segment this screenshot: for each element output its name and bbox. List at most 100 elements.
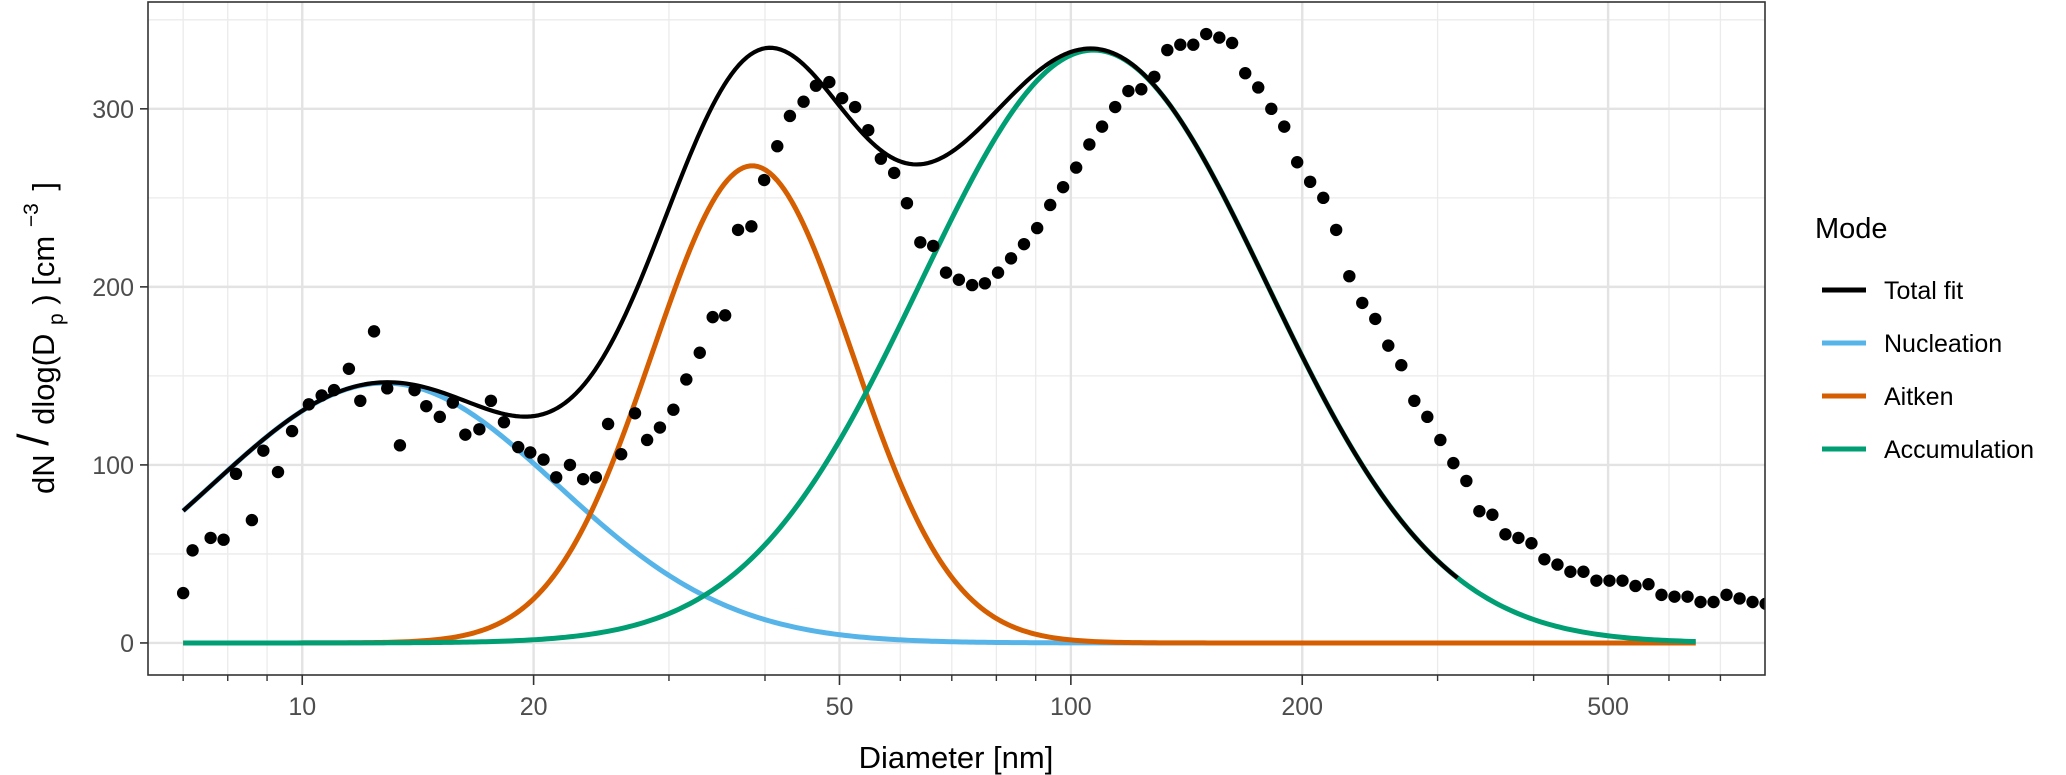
data-point: [1135, 83, 1148, 96]
y-axis-title-sub: p: [45, 313, 68, 325]
data-point: [524, 446, 537, 459]
data-point: [1512, 531, 1525, 545]
legend: Mode Total fit Nucleation Aitken Accumulati…: [1815, 213, 2034, 464]
data-point: [1473, 505, 1486, 518]
data-point: [381, 382, 394, 395]
data-point: [1095, 120, 1109, 133]
grid-lines: [148, 2, 1765, 675]
data-point: [1369, 312, 1382, 326]
data-point: [1720, 588, 1733, 602]
data-point: [1290, 156, 1304, 169]
data-point: [614, 448, 628, 461]
data-point: [1707, 595, 1720, 609]
data-point: [1447, 456, 1460, 470]
legend-label-total-fit: Total fit: [1884, 277, 1963, 305]
data-point: [601, 417, 615, 431]
y-axis-title-close: ]: [26, 182, 61, 191]
data-point: [408, 383, 421, 397]
data-point: [327, 383, 341, 397]
data-point: [1681, 590, 1694, 603]
data-point: [1317, 191, 1330, 205]
y-tick-label: 0: [120, 630, 134, 658]
data-point: [797, 95, 810, 108]
data-point: [914, 236, 927, 249]
data-point: [1538, 553, 1551, 566]
data-point: [991, 266, 1005, 279]
data-point: [653, 421, 667, 434]
legend-entries: Total fit Nucleation Aitken Accumulation: [1822, 277, 2034, 464]
data-point: [1265, 102, 1278, 116]
y-tick-label: 200: [92, 274, 134, 302]
data-point: [706, 310, 719, 324]
data-point: [628, 407, 642, 420]
data-point: [783, 109, 797, 123]
y-axis-title-main: dN: [26, 454, 61, 494]
data-point: [1004, 252, 1018, 265]
data-point: [874, 152, 888, 165]
data-point: [1629, 579, 1642, 593]
data-point: [1225, 36, 1239, 50]
data-point: [550, 471, 563, 484]
data-point: [1356, 296, 1369, 310]
x-tick-label: 20: [520, 693, 548, 721]
data-point: [1759, 597, 1765, 610]
x-tick-label: 200: [1281, 693, 1323, 721]
data-point: [1668, 590, 1681, 603]
data-point: [589, 471, 603, 484]
y-axis-title-sup: −3: [20, 203, 43, 227]
y-axis-title-post: ) [cm: [26, 236, 61, 305]
data-point: [900, 196, 914, 210]
data-point: [1083, 138, 1096, 151]
data-point: [1030, 221, 1044, 235]
x-tick-label: 10: [288, 693, 316, 721]
data-point: [1655, 588, 1668, 602]
legend-label-nucleation: Nucleation: [1884, 330, 2002, 358]
data-point: [771, 140, 784, 153]
axes: 0 100 200 300 10 20 50 100 200 500: [92, 96, 1722, 721]
data-point: [563, 458, 577, 472]
measured-points: [176, 27, 1765, 610]
data-point: [537, 453, 550, 466]
data-point: [484, 394, 498, 408]
legend-label-accumulation: Accumulation: [1884, 436, 2034, 464]
data-point: [1200, 27, 1213, 41]
data-point: [1213, 31, 1226, 44]
data-point: [1460, 474, 1473, 488]
legend-label-aitken: Aitken: [1884, 383, 1953, 411]
data-point: [271, 465, 285, 479]
data-point: [1382, 339, 1395, 352]
data-point: [1122, 84, 1135, 98]
data-point: [1408, 394, 1421, 408]
data-point: [640, 433, 654, 447]
y-axis-title: dN / dlog(D p ) [cm −3 ]: [9, 182, 70, 494]
data-point: [446, 396, 460, 409]
data-point: [393, 439, 407, 452]
data-point: [1603, 574, 1616, 587]
data-point: [978, 277, 992, 290]
data-point: [1564, 565, 1577, 578]
fit-line-nucleation: [181, 380, 1696, 646]
data-point: [1525, 537, 1538, 550]
x-tick-label: 100: [1050, 693, 1092, 721]
data-point: [176, 586, 190, 600]
data-point: [217, 533, 230, 546]
data-point: [204, 531, 217, 545]
data-point: [1148, 70, 1161, 83]
data-point: [1069, 161, 1083, 174]
data-point: [1278, 120, 1291, 133]
data-point: [1108, 100, 1122, 114]
data-point: [229, 467, 243, 481]
data-point: [939, 266, 953, 279]
data-point: [576, 472, 590, 486]
data-point: [1056, 180, 1070, 194]
data-point: [459, 428, 472, 441]
data-point: [862, 123, 875, 137]
data-point: [1161, 43, 1174, 57]
data-point: [1590, 574, 1603, 587]
data-point: [1395, 359, 1408, 372]
x-tick-label: 50: [826, 693, 854, 721]
data-point: [285, 424, 299, 438]
data-point: [731, 223, 745, 237]
data-point: [367, 325, 381, 338]
